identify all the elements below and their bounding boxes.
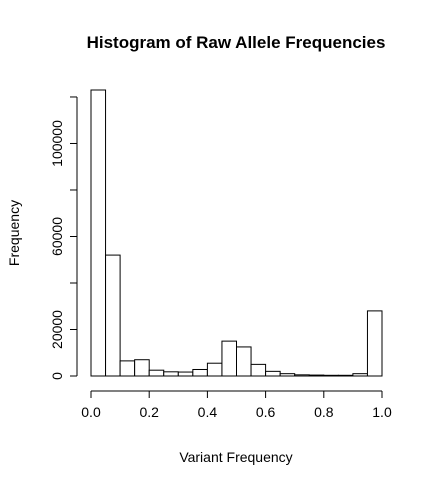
histogram-bar-2	[119, 360, 136, 377]
x-axis: 0.0 0.2 0.4 0.6 0.8 1.0	[81, 390, 392, 420]
histogram-bar-13	[279, 373, 296, 377]
histogram-bar-10	[236, 346, 252, 377]
x-tick-label: 0.0	[81, 404, 101, 420]
y-tick-label: 20000	[49, 310, 65, 349]
histogram-bar-12	[265, 370, 281, 377]
histogram-bar-18	[352, 373, 368, 377]
histogram-bar-15	[308, 374, 325, 377]
histogram-bar-7	[192, 368, 208, 377]
histogram-bars	[90, 89, 383, 377]
histogram-bar-5	[163, 371, 179, 377]
histogram-bar-11	[250, 363, 267, 377]
y-axis: 0 20000 60000 100000	[49, 96, 78, 380]
histogram-bar-0	[90, 89, 107, 377]
y-tick-label: 60000	[49, 217, 65, 256]
histogram-bar-17	[337, 374, 354, 377]
histogram-bar-3	[134, 359, 150, 377]
histogram-bar-19	[366, 310, 383, 377]
histogram-bar-8	[206, 362, 223, 377]
histogram-bar-9	[221, 340, 237, 377]
histogram-bar-16	[323, 374, 339, 377]
histogram-bar-14	[294, 374, 310, 377]
histogram-bar-6	[177, 371, 194, 377]
histogram-bar-4	[148, 369, 165, 377]
histogram-bar-1	[105, 254, 121, 377]
x-tick-label: 1.0	[372, 404, 392, 420]
x-axis-label: Variant Frequency	[179, 449, 292, 465]
y-tick-label: 100000	[49, 120, 65, 167]
x-tick-label: 0.4	[198, 404, 218, 420]
x-tick-label: 0.2	[139, 404, 159, 420]
x-tick-label: 0.8	[314, 404, 334, 420]
chart-title: Histogram of Raw Allele Frequencies	[87, 33, 386, 52]
x-tick-label: 0.6	[256, 404, 276, 420]
y-tick-label: 0	[49, 372, 65, 380]
y-axis-label: Frequency	[6, 200, 22, 266]
